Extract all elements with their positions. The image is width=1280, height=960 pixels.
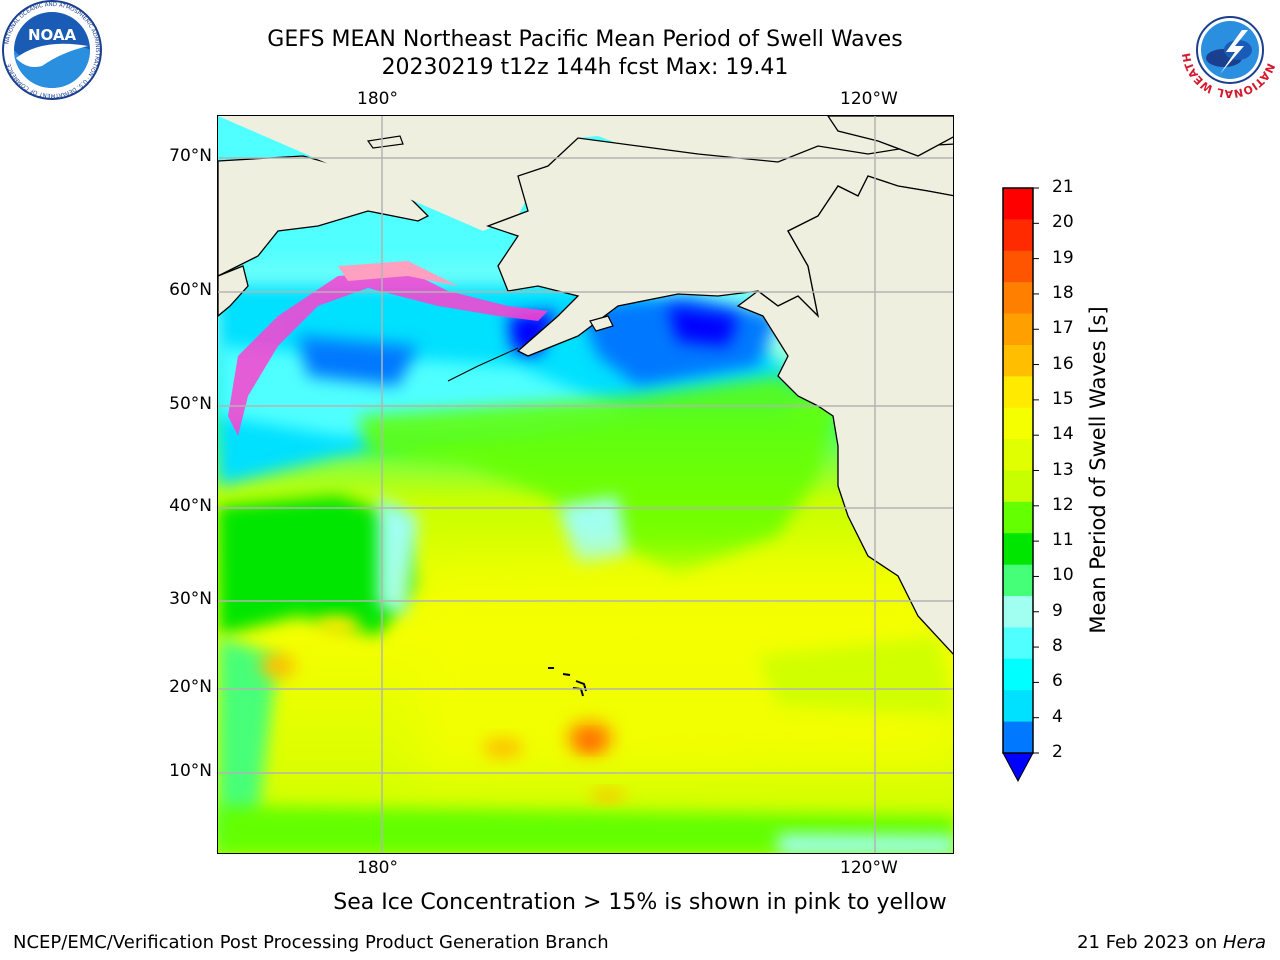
lat-label-40n: 40°N bbox=[169, 496, 212, 516]
colorbar-tick-label: 6 bbox=[1052, 671, 1063, 692]
lat-label-60n: 60°N bbox=[169, 280, 212, 300]
land-north-america bbox=[736, 175, 953, 655]
swell-zone-green-east bbox=[758, 636, 953, 716]
colorbar-title: Mean Period of Swell Waves [s] bbox=[1086, 306, 1110, 634]
colorbar-segment bbox=[1003, 344, 1033, 377]
swell-zone-yellow-south bbox=[418, 556, 953, 776]
colorbar-segment bbox=[1003, 596, 1033, 628]
lon-label-top-120w: 120°W bbox=[840, 89, 898, 109]
land-aleutian-chain bbox=[447, 347, 519, 382]
swell-hotspot-orange-5 bbox=[590, 790, 626, 802]
colorbar-segment bbox=[1003, 407, 1033, 440]
colorbar-tick-label: 21 bbox=[1052, 177, 1074, 197]
colorbar-tick-label: 8 bbox=[1052, 636, 1063, 657]
graticule bbox=[218, 116, 953, 853]
colorbar-segment bbox=[1003, 501, 1033, 534]
noaa-logo: NOAA NATIONAL OCEANIC AND ATMOSPHERIC AD… bbox=[2, 0, 102, 100]
colorbar-segment bbox=[1003, 564, 1033, 597]
land-kodiak bbox=[589, 315, 614, 332]
host-text: Hera bbox=[1222, 932, 1266, 953]
colorbar-segment bbox=[1003, 470, 1033, 503]
lat-label-10n: 10°N bbox=[169, 761, 212, 781]
colorbar-tick-label: 16 bbox=[1052, 353, 1074, 374]
colorbar-segment bbox=[1003, 658, 1033, 691]
land-kamchatka bbox=[218, 265, 249, 317]
sea-ice-edge-bering bbox=[228, 271, 548, 436]
colorbar-tick-label: 20 bbox=[1052, 212, 1074, 233]
lon-label-bottom-180: 180° bbox=[357, 858, 398, 878]
swell-zone-palecyan-west bbox=[378, 496, 418, 616]
land-st-lawrence-island bbox=[366, 135, 404, 149]
swell-period-map bbox=[217, 115, 954, 854]
swell-zone-green-mid bbox=[358, 376, 838, 576]
colorbar-tick-label: 11 bbox=[1052, 530, 1074, 551]
swell-hotspot-orange-2 bbox=[483, 738, 523, 758]
swell-hotspot-red-1 bbox=[580, 733, 600, 749]
swell-zone-cyan-south bbox=[778, 834, 953, 853]
colorbar-segment bbox=[1003, 219, 1033, 252]
colorbar bbox=[1002, 187, 1039, 788]
swell-zone-palecyan-center bbox=[558, 496, 628, 566]
lon-label-bottom-120w: 120°W bbox=[840, 858, 898, 878]
colorbar-tick-label: 2 bbox=[1052, 742, 1063, 762]
land-hawaii bbox=[548, 667, 587, 697]
colorbar-tick-label: 13 bbox=[1052, 459, 1074, 480]
colorbar-tick-label: 18 bbox=[1052, 282, 1074, 303]
lat-label-50n: 50°N bbox=[169, 394, 212, 414]
credit-text: NCEP/EMC/Verification Post Processing Pr… bbox=[13, 932, 609, 953]
date-text: 21 Feb 2023 on bbox=[1077, 932, 1223, 953]
swell-zone-deepblue-alaska-pen bbox=[508, 311, 558, 356]
colorbar-tick-label: 19 bbox=[1052, 247, 1074, 268]
lat-label-70n: 70°N bbox=[169, 146, 212, 166]
colorbar-tick-label: 12 bbox=[1052, 494, 1074, 515]
colorbar-segment bbox=[1003, 376, 1033, 409]
colorbar-segment bbox=[1003, 250, 1033, 283]
colorbar-tick-label: 4 bbox=[1052, 706, 1063, 727]
generation-date: 21 Feb 2023 on Hera bbox=[1077, 932, 1266, 953]
colorbar-under-triangle bbox=[1002, 752, 1034, 783]
colorbar-segment bbox=[1003, 439, 1033, 471]
sea-ice-note: Sea Ice Concentration > 15% is shown in … bbox=[333, 890, 947, 915]
colorbar-segment bbox=[1003, 690, 1033, 723]
nws-logo: NATIONAL WEATHER SERVICE bbox=[1176, 0, 1280, 100]
swell-hotspot-orange-4 bbox=[316, 616, 360, 636]
colorbar-segment bbox=[1003, 721, 1033, 754]
colorbar-segment bbox=[1003, 282, 1033, 315]
swell-zone-deepblue-gulf bbox=[668, 306, 738, 346]
chart-title: GEFS MEAN Northeast Pacific Mean Period … bbox=[267, 27, 903, 52]
colorbar-segment bbox=[1003, 533, 1033, 566]
swell-zone-green-south bbox=[218, 806, 953, 853]
colorbar-tick-label: 15 bbox=[1052, 388, 1074, 409]
colorbar-tick-label: 17 bbox=[1052, 318, 1074, 339]
lat-label-20n: 20°N bbox=[169, 677, 212, 697]
swell-zone-green-west-2 bbox=[218, 636, 278, 853]
colorbar-segment bbox=[1003, 313, 1033, 346]
swell-zone-blue-bering bbox=[298, 336, 418, 386]
land-arctic-islands bbox=[827, 116, 953, 157]
swell-hotspot-orange-3 bbox=[260, 654, 296, 678]
colorbar-segment bbox=[1003, 188, 1033, 220]
chart-subtitle: 20230219 t12z 144h fcst Max: 19.41 bbox=[381, 55, 789, 80]
noaa-logo-text: NOAA bbox=[28, 26, 77, 44]
sea-ice-edge-bering-2 bbox=[338, 261, 458, 286]
colorbar-segment bbox=[1003, 627, 1033, 660]
colorbar-tick-label: 14 bbox=[1052, 424, 1074, 445]
colorbar-tick-label: 9 bbox=[1052, 600, 1063, 621]
lon-label-top-180: 180° bbox=[357, 89, 398, 109]
colorbar-tick-label: 10 bbox=[1052, 565, 1074, 586]
lat-label-30n: 30°N bbox=[169, 589, 212, 609]
